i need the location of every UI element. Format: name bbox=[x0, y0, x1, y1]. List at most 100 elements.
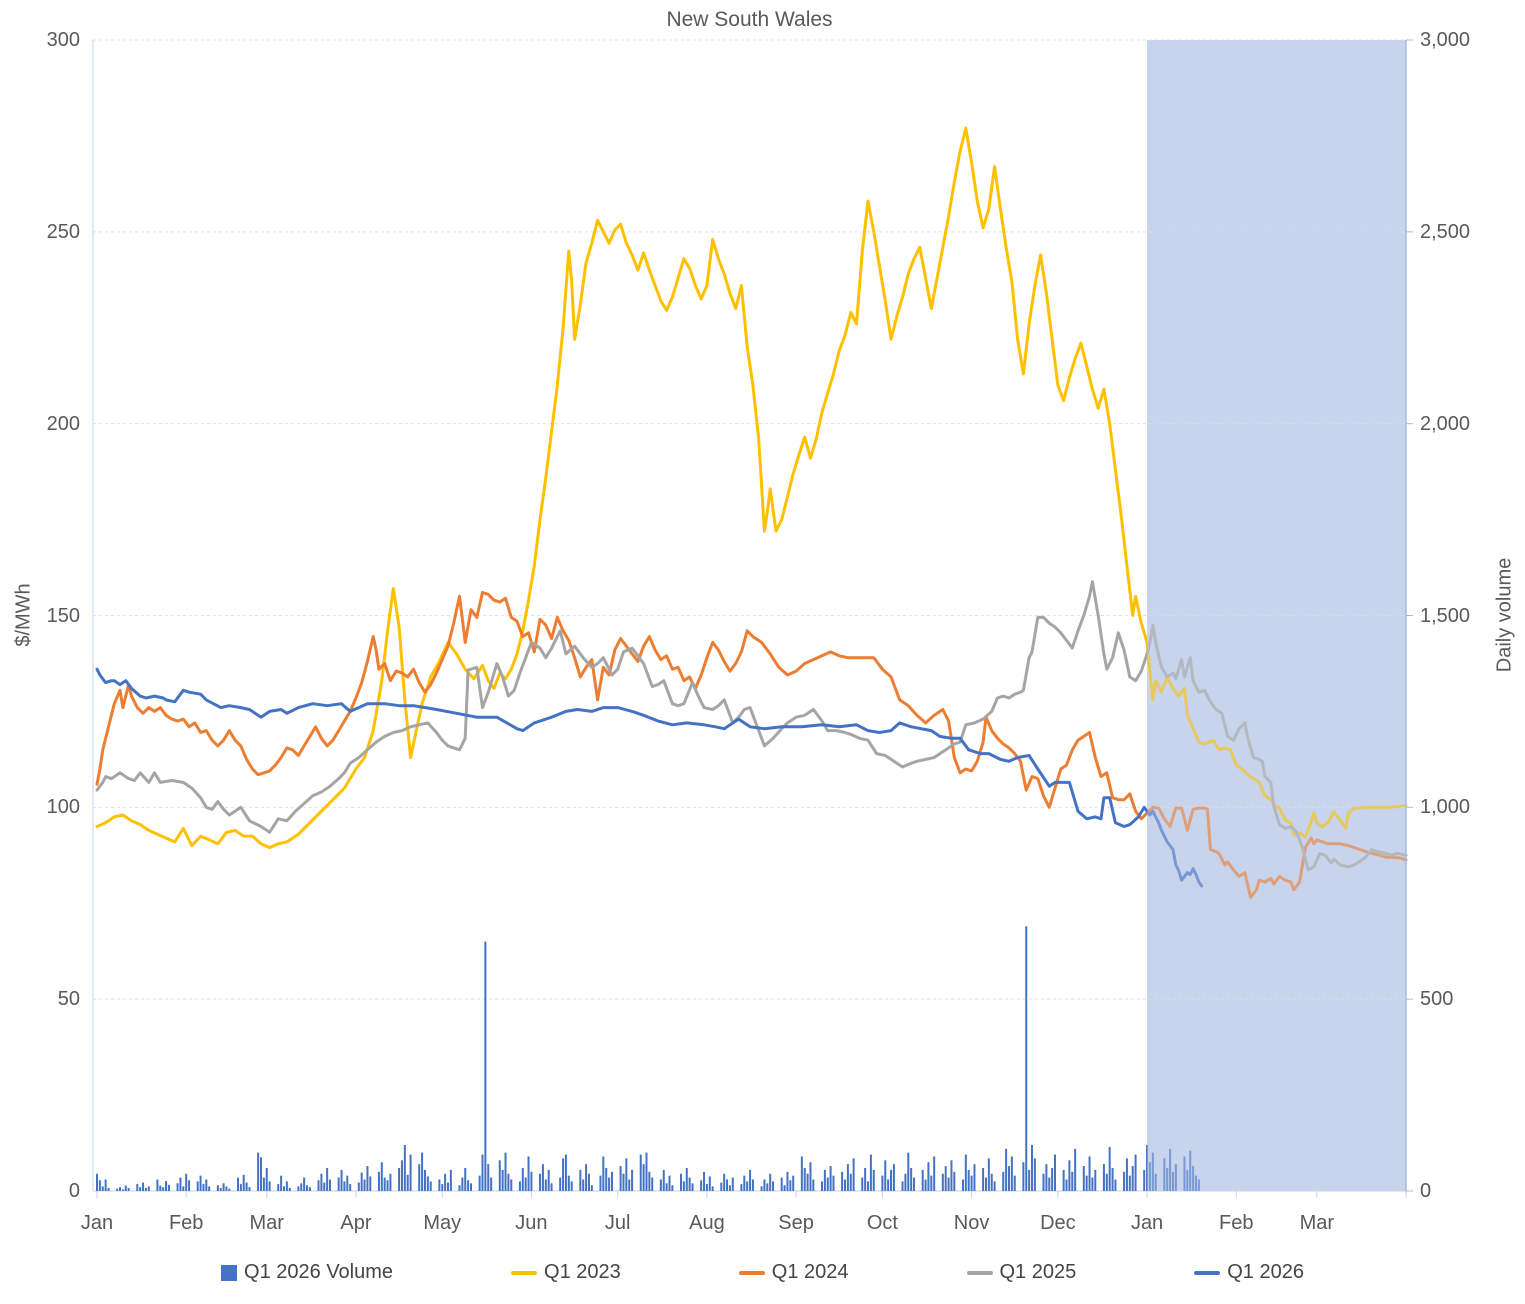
volume-bar bbox=[1183, 1156, 1186, 1191]
volume-bar bbox=[165, 1181, 168, 1191]
volume-bar bbox=[340, 1169, 343, 1191]
series-line-q1-2024 bbox=[95, 591, 1408, 899]
volume-bar bbox=[127, 1187, 130, 1191]
volume-bar bbox=[605, 1167, 608, 1191]
left-axis-tick-label: 50 bbox=[57, 988, 80, 1011]
x-axis-tick-label: Dec bbox=[1040, 1212, 1076, 1234]
volume-bar bbox=[349, 1184, 352, 1191]
volume-bar bbox=[720, 1182, 723, 1191]
volume-bar bbox=[167, 1184, 170, 1191]
x-axis-tick-label: May bbox=[423, 1212, 462, 1234]
volume-bar bbox=[723, 1173, 726, 1191]
volume-bar bbox=[921, 1169, 924, 1191]
volume-bar bbox=[806, 1173, 809, 1191]
volume-bar bbox=[1051, 1167, 1054, 1191]
volume-bar bbox=[524, 1177, 527, 1191]
volume-bar bbox=[317, 1180, 320, 1191]
volume-bar bbox=[1007, 1166, 1010, 1191]
volume-bar bbox=[288, 1187, 291, 1191]
x-axis-tick-label: Jul bbox=[604, 1212, 631, 1234]
volume-bar bbox=[1071, 1171, 1074, 1191]
volume-bar bbox=[470, 1183, 472, 1191]
volume-bar bbox=[507, 1173, 510, 1191]
volume-bar bbox=[1111, 1167, 1114, 1191]
legend-item-q1-2026: Q1 2026 bbox=[1194, 1261, 1304, 1284]
volume-bar bbox=[1105, 1173, 1108, 1191]
volume-bar bbox=[864, 1167, 867, 1191]
volume-bar bbox=[484, 941, 487, 1191]
volume-bar bbox=[585, 1164, 588, 1191]
volume-bar bbox=[303, 1177, 306, 1191]
volume-bar bbox=[418, 1164, 421, 1191]
volume-bar bbox=[196, 1181, 199, 1191]
volume-bar bbox=[421, 1152, 424, 1191]
volume-bar bbox=[501, 1169, 504, 1191]
volume-bar bbox=[587, 1173, 590, 1191]
volume-bar bbox=[792, 1175, 795, 1191]
legend-item-q1-2026-volume: Q1 2026 Volume bbox=[221, 1261, 393, 1284]
volume-bar bbox=[890, 1169, 893, 1191]
right-axis-tick-label: 1,500 bbox=[1420, 604, 1471, 627]
forecast-band-overlay bbox=[1147, 40, 1406, 1191]
volume-bar bbox=[1169, 1148, 1172, 1191]
left-axis-tick-label: 0 bbox=[68, 1180, 80, 1202]
volume-bar bbox=[242, 1174, 245, 1191]
volume-bar bbox=[772, 1181, 775, 1191]
legend-item-q1-2025: Q1 2025 bbox=[966, 1261, 1076, 1284]
volume-bar bbox=[320, 1173, 323, 1191]
volume-bar bbox=[530, 1171, 533, 1191]
volume-bar bbox=[1131, 1166, 1134, 1191]
volume-bar bbox=[386, 1180, 389, 1191]
volume-bar bbox=[389, 1173, 392, 1191]
volume-bar bbox=[357, 1182, 360, 1191]
volume-bar bbox=[498, 1160, 501, 1191]
series-line-q1-2023 bbox=[95, 126, 1408, 850]
volume-bar bbox=[216, 1185, 219, 1191]
volume-bar bbox=[786, 1171, 789, 1191]
volume-bar bbox=[176, 1183, 179, 1191]
volume-bar bbox=[1085, 1175, 1088, 1191]
volume-bar bbox=[225, 1186, 228, 1191]
volume-bar bbox=[409, 1154, 412, 1191]
volume-bar bbox=[964, 1154, 967, 1191]
volume-bar bbox=[481, 1154, 484, 1191]
volume-bar bbox=[832, 1175, 835, 1191]
volume-bar bbox=[147, 1186, 150, 1191]
volume-bar bbox=[631, 1169, 634, 1191]
volume-bar bbox=[904, 1173, 907, 1191]
volume-bar bbox=[809, 1162, 812, 1191]
left-axis-tick-label: 250 bbox=[46, 220, 80, 243]
volume-bar bbox=[228, 1188, 231, 1191]
volume-bar bbox=[1088, 1156, 1091, 1191]
volume-bar bbox=[1022, 1162, 1025, 1191]
right-axis-tick-label: 0 bbox=[1420, 1180, 1432, 1202]
volume-bar bbox=[691, 1183, 694, 1191]
volume-bar bbox=[1005, 1148, 1008, 1191]
volume-bar bbox=[121, 1189, 124, 1191]
x-axis-tick-label: Feb bbox=[1219, 1212, 1254, 1234]
volume-bar bbox=[1068, 1160, 1071, 1191]
volume-bar bbox=[268, 1181, 271, 1191]
volume-bar bbox=[1186, 1169, 1189, 1191]
chart-title: New South Wales bbox=[666, 8, 833, 31]
volume-bar bbox=[366, 1166, 369, 1191]
volume-bar bbox=[208, 1186, 211, 1191]
volume-bar bbox=[688, 1177, 691, 1191]
volume-bar bbox=[659, 1179, 662, 1191]
volume-bar bbox=[1197, 1179, 1200, 1191]
volume-bar bbox=[541, 1164, 544, 1191]
volume-bar bbox=[438, 1179, 441, 1191]
volume-bar bbox=[562, 1158, 565, 1191]
volume-bar bbox=[283, 1186, 285, 1191]
volume-bar bbox=[671, 1185, 674, 1191]
volume-bar bbox=[990, 1173, 993, 1191]
volume-bar bbox=[101, 1186, 104, 1191]
volume-bar bbox=[185, 1173, 188, 1191]
volume-bar bbox=[383, 1177, 386, 1191]
volume-bar bbox=[746, 1181, 749, 1191]
volume-bar bbox=[749, 1169, 752, 1191]
volume-bar bbox=[1028, 1169, 1031, 1191]
volume-bar bbox=[403, 1144, 406, 1191]
volume-bar bbox=[544, 1179, 547, 1191]
volume-bar bbox=[760, 1186, 763, 1191]
